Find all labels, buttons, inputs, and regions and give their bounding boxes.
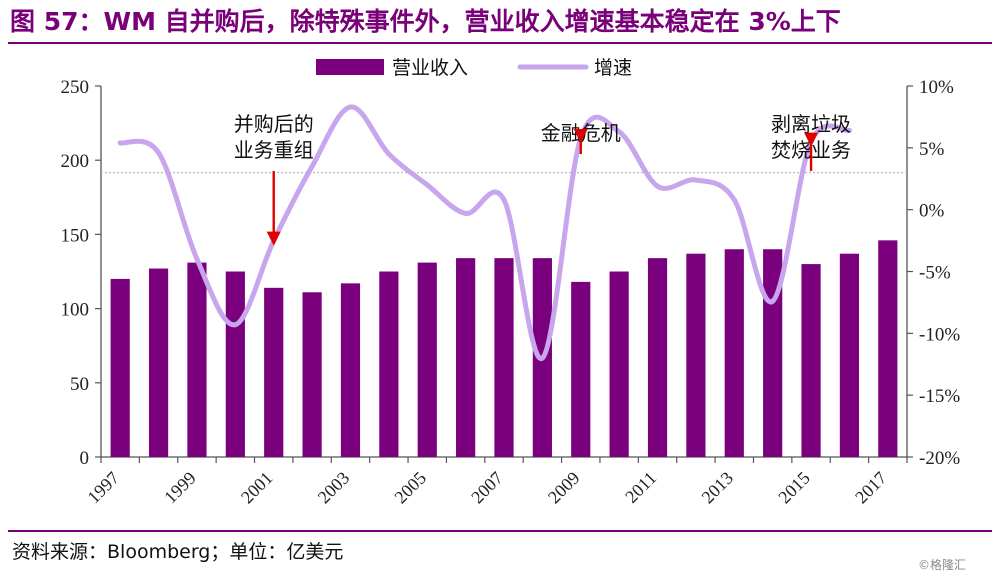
- y-tick-label-left: 250: [61, 77, 90, 98]
- bar-2004: [379, 271, 399, 457]
- bar-2015: [801, 264, 821, 457]
- growth-point-2016: [846, 128, 852, 134]
- growth-point-2004: [386, 151, 392, 157]
- y-tick-label-right: -10%: [919, 324, 960, 345]
- x-tick-label: 2015: [774, 468, 814, 508]
- bar-2016: [839, 253, 860, 457]
- watermark: ©格隆汇: [918, 558, 967, 572]
- legend: 营业收入 增速: [316, 57, 632, 79]
- x-tick-label: 2005: [390, 468, 430, 508]
- growth-point-2008: [539, 355, 545, 361]
- bar-2013: [724, 249, 744, 457]
- x-tick-label: 2003: [314, 468, 354, 508]
- annotation-arrow-head: [266, 231, 281, 246]
- bar-2011: [647, 258, 668, 457]
- bars-group: [110, 240, 898, 457]
- y-tick-label-left: 200: [61, 151, 90, 172]
- y-tick-label-right: 10%: [919, 77, 954, 98]
- growth-point-2013: [731, 197, 737, 203]
- growth-point-2002: [309, 163, 315, 169]
- y-tick-label-right: 5%: [919, 139, 945, 160]
- y-tick-label-left: 100: [61, 300, 90, 321]
- growth-point-2012: [693, 177, 699, 183]
- bar-2009: [571, 281, 591, 457]
- source-rule: [8, 530, 992, 532]
- bar-2005: [417, 262, 437, 457]
- bar-2007: [494, 258, 514, 457]
- growth-point-2010: [616, 129, 622, 135]
- annotation-arrow-head: [573, 128, 588, 143]
- bar-2006: [456, 258, 476, 457]
- growth-point-2003: [347, 104, 353, 110]
- bar-1998: [148, 268, 169, 457]
- y-tick-label-right: -5%: [919, 263, 951, 284]
- bar-2012: [686, 253, 706, 457]
- title-rule: [8, 42, 992, 44]
- y-tick-label-right: 0%: [919, 201, 945, 222]
- growth-point-1998: [156, 150, 162, 156]
- y-tick-label-right: -20%: [919, 448, 960, 469]
- x-tick-label: 2011: [621, 468, 660, 507]
- bar-1999: [187, 262, 207, 457]
- annotation-label: 业务重组: [234, 138, 314, 162]
- y-tick-label-left: 150: [61, 225, 90, 246]
- growth-point-1997: [117, 140, 123, 146]
- legend-label-line: 增速: [594, 57, 632, 79]
- bar-2002: [302, 292, 322, 457]
- revenue-growth-chart: 0 50 100 150 200 250 -20% -15% -10% -5% 0% 5% 10% 199…: [61, 57, 961, 507]
- growth-point-2006: [463, 210, 469, 216]
- growth-line: [117, 104, 852, 361]
- figure-title: 图 57：WM 自并购后，除特殊事件外，营业收入增速基本稳定在 3%上下: [10, 7, 841, 36]
- bar-2001: [264, 287, 284, 457]
- bar-2010: [609, 271, 629, 457]
- bar-2017: [878, 240, 898, 457]
- growth-point-2005: [424, 182, 430, 188]
- x-tick-label: 2013: [698, 468, 738, 508]
- legend-label-bar: 营业收入: [392, 57, 468, 79]
- bar-2000: [225, 271, 245, 457]
- source-note: 资料来源：Bloomberg；单位：亿美元: [12, 541, 344, 563]
- y-tick-label-left: 50: [70, 374, 89, 395]
- x-tick-label: 1997: [83, 468, 123, 508]
- x-tick-label: 2007: [467, 468, 507, 508]
- growth-point-2011: [655, 183, 661, 189]
- x-tick-label: 1999: [160, 468, 200, 508]
- y-tick-label-right: -15%: [919, 386, 960, 407]
- legend-swatch-bar: [316, 59, 384, 75]
- x-tick-label: 2009: [544, 468, 584, 508]
- axes-group: 0 50 100 150 200 250 -20% -15% -10% -5% 0% 5% 10% 199…: [61, 77, 961, 507]
- annotation-arrow-head: [804, 132, 819, 147]
- y-tick-label-left: 0: [80, 448, 90, 469]
- growth-point-1999: [194, 256, 200, 262]
- growth-point-2014: [770, 298, 776, 304]
- growth-point-2000: [232, 322, 238, 328]
- annotation-label: 并购后的: [234, 112, 314, 136]
- annotation-label: 剥离垃圾: [771, 112, 851, 136]
- x-tick-label: 2017: [851, 468, 891, 508]
- growth-point-2007: [501, 197, 507, 203]
- bar-2003: [340, 283, 361, 457]
- x-tick-label: 2001: [237, 468, 277, 508]
- annotations-group: 并购后的业务重组金融危机剥离垃圾焚烧业务: [234, 112, 851, 246]
- bar-1997: [110, 278, 130, 457]
